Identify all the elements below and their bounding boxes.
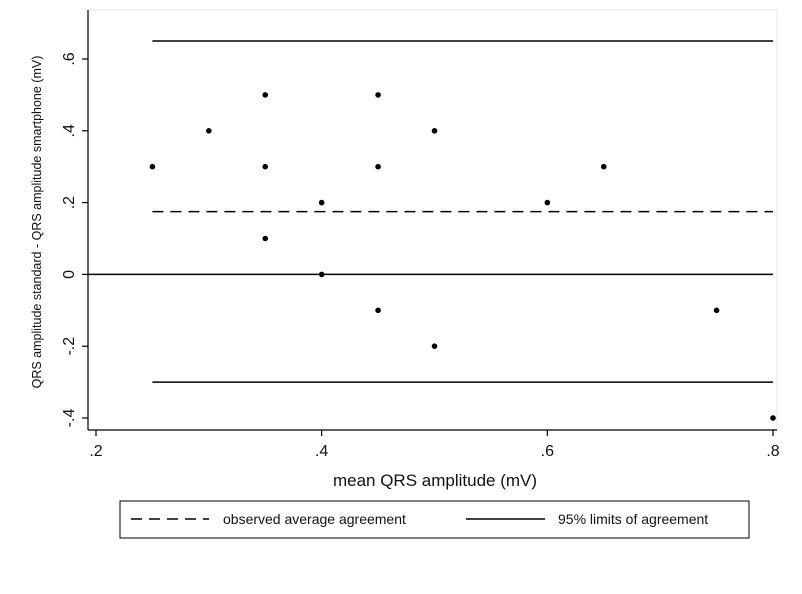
reference-lines [88, 40, 773, 383]
legend-item-95-limits-of-agreement: 95% limits of agreement [558, 511, 708, 527]
data-point [713, 307, 720, 314]
x-tick-label: .2 [89, 443, 102, 460]
data-point [375, 92, 381, 98]
y-tick-label: .2 [61, 196, 78, 209]
x-tick-label: .6 [541, 443, 554, 460]
data-point [600, 163, 607, 170]
data-point [262, 163, 269, 170]
legend: observed average agreement 95% limits of… [119, 500, 750, 539]
y-tick-label: -.4 [61, 409, 78, 428]
plot-region [87, 9, 778, 431]
data-point [318, 271, 325, 278]
data-point [375, 163, 381, 170]
y-axis-ticks: -.4 -.2 0 .2 .4 .6 [61, 52, 88, 427]
data-points [149, 92, 776, 421]
y-tick-label: 0 [61, 270, 78, 279]
y-axis-label: QRS amplitude standard - QRS amplitude s… [30, 56, 44, 389]
x-tick-label: .8 [766, 443, 779, 460]
data-point [318, 199, 325, 206]
data-point [206, 128, 212, 134]
x-axis-ticks: .2 .4 .6 .8 [89, 430, 780, 460]
y-tick-label: -.2 [61, 337, 78, 356]
data-point [262, 235, 269, 242]
y-tick-label: .6 [61, 52, 78, 65]
y-tick-label: .4 [61, 124, 78, 137]
data-point [431, 128, 438, 134]
data-point [544, 199, 551, 206]
data-point [262, 92, 269, 98]
data-point [149, 163, 156, 170]
x-tick-label: .4 [315, 443, 328, 460]
legend-box [119, 500, 750, 539]
x-axis-label: mean QRS amplitude (mV) [333, 471, 537, 490]
data-point [431, 343, 438, 350]
data-point [770, 415, 776, 421]
data-point [375, 307, 381, 314]
legend-item-observed-average-agreement: observed average agreement [223, 511, 406, 527]
